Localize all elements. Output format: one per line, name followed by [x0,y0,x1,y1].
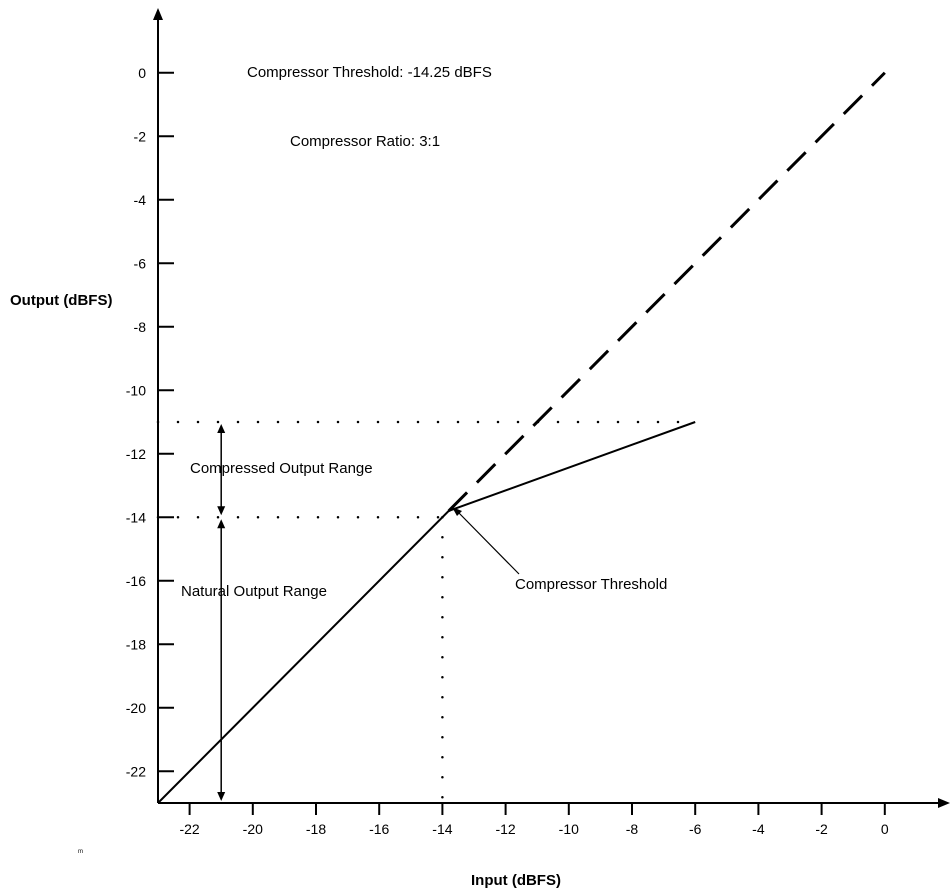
threshold-info-label: Compressor Threshold: -14.25 dBFS [247,64,492,81]
y-tick-label: -14 [126,509,146,525]
y-tick-label: -16 [126,573,146,589]
y-tick-label: -6 [134,255,147,271]
x-tick-label: -10 [559,821,579,837]
y-tick-label: -20 [126,700,146,716]
x-tick-label: -20 [243,821,263,837]
compressed-range-label: Compressed Output Range [190,460,373,477]
x-tick-label: -6 [689,821,702,837]
x-tick-label: -4 [752,821,765,837]
threshold-callout-label: Compressor Threshold [515,576,667,593]
y-tick-label: -22 [126,763,146,779]
range-arrows [217,424,226,801]
y-tick-label: -8 [134,319,147,335]
threshold-callout-leader [456,510,520,575]
y-tick-label: -12 [126,446,146,462]
compressed-transfer-line [157,421,696,804]
y-axis-arrowhead [153,8,163,20]
y-tick-label: -10 [126,382,146,398]
ratio-info-label: Compressor Ratio: 3:1 [290,133,440,150]
x-tick-label: -22 [179,821,199,837]
x-axis-title: Input (dBFS) [471,872,561,889]
x-tick-label: -16 [369,821,389,837]
y-tick-label: 0 [138,65,146,81]
x-tick-label: -2 [815,821,828,837]
uncompressed-dashed-line [447,71,886,512]
x-axis-arrowhead [938,798,950,808]
x-tick-label: -8 [626,821,639,837]
series-lines [157,71,886,804]
axes [153,8,950,815]
y-axis-title: Output (dBFS) [10,292,112,309]
tiny-mark: m [78,849,83,855]
y-tick-label: -2 [134,128,147,144]
range-arrowhead-top [217,424,226,433]
range-arrowhead-top [217,519,226,529]
range-arrowhead-bottom [217,792,226,801]
threshold-callout-arrowhead [452,507,462,516]
x-tick-label: -12 [495,821,515,837]
tick-labels: -22 -20 -18 -16 -14 -12 -10 -8 -6 -4 -2 00-2-4-6-8-… [126,65,889,837]
y-tick-label: -18 [126,636,146,652]
x-tick-label: -18 [306,821,326,837]
x-tick-label: 0 [881,821,889,837]
natural-range-label: Natural Output Range [181,583,327,600]
x-tick-label: -14 [432,821,452,837]
range-arrowhead-bottom [217,506,226,516]
y-tick-label: -4 [134,192,147,208]
reference-lines [156,420,697,805]
